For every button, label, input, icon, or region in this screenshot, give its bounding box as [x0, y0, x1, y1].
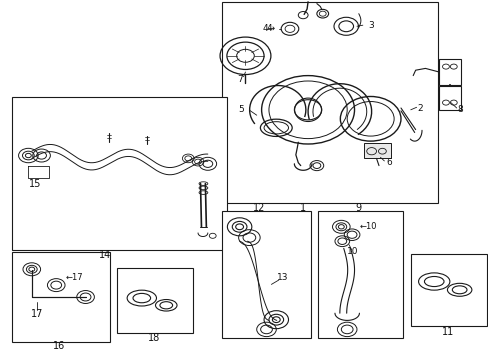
Text: ←10: ←10: [359, 222, 376, 231]
Text: 3: 3: [368, 21, 374, 30]
Text: 4: 4: [265, 24, 271, 33]
Bar: [12, 252, 110, 342]
Text: 11: 11: [441, 327, 454, 337]
Text: 16: 16: [52, 341, 65, 351]
Bar: [438, 86, 460, 110]
Text: 1: 1: [300, 203, 305, 213]
Bar: [410, 254, 486, 326]
Bar: [438, 59, 460, 85]
Text: 4→: 4→: [262, 24, 275, 33]
Text: 2: 2: [417, 104, 423, 112]
Text: 14: 14: [99, 250, 111, 260]
Text: 18: 18: [147, 333, 160, 343]
Bar: [364, 143, 390, 158]
Text: 8: 8: [457, 105, 463, 114]
Text: ←17: ←17: [66, 274, 83, 282]
Text: 10: 10: [346, 247, 358, 256]
Text: 13: 13: [276, 273, 288, 282]
Bar: [222, 211, 310, 338]
Text: 9: 9: [355, 203, 361, 213]
Text: 5: 5: [238, 105, 244, 114]
Text: 12: 12: [252, 203, 265, 213]
Text: 7: 7: [236, 75, 242, 84]
Text: 15: 15: [29, 179, 41, 189]
Bar: [12, 97, 227, 250]
Bar: [317, 211, 403, 338]
Text: 17: 17: [30, 309, 43, 319]
Bar: [222, 2, 437, 203]
Text: 6: 6: [385, 158, 391, 167]
Bar: [117, 268, 193, 333]
